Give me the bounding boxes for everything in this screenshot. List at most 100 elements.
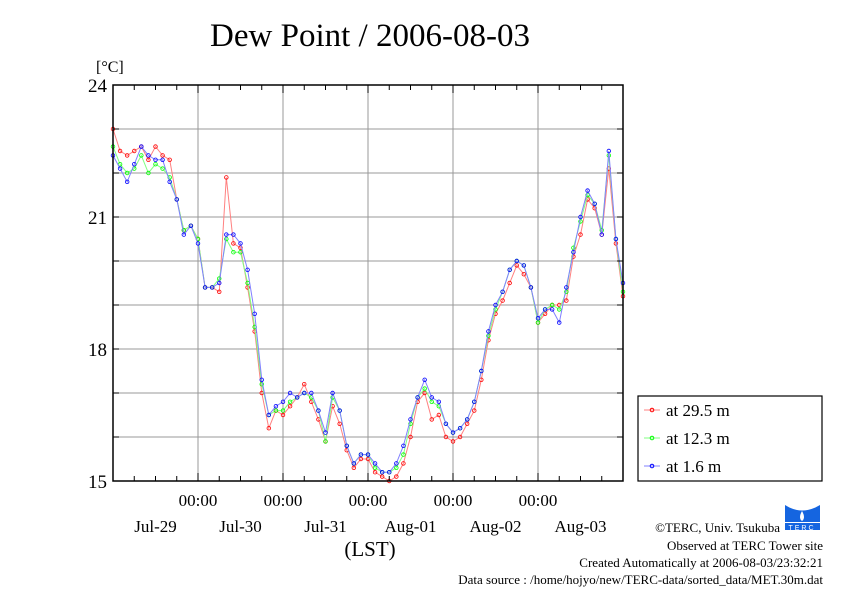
data-point <box>337 421 342 426</box>
data-point <box>139 144 144 149</box>
data-point <box>557 307 562 312</box>
x-date-label: Jul-29 <box>134 517 177 536</box>
data-point <box>507 267 512 272</box>
x-tick-label: 00:00 <box>519 491 558 510</box>
data-point <box>564 289 569 294</box>
data-point <box>436 399 442 404</box>
x-tick-label: 00:00 <box>179 491 218 510</box>
data-point <box>372 461 378 466</box>
data-point <box>160 153 165 158</box>
data-point <box>422 386 427 391</box>
legend-marker <box>649 435 655 441</box>
data-point <box>344 443 349 448</box>
data-point <box>521 272 527 277</box>
x-date-label: Aug-03 <box>555 517 607 536</box>
x-date-label: Jul-30 <box>219 517 262 536</box>
data-point <box>351 461 357 466</box>
data-point <box>422 390 427 396</box>
data-point <box>549 302 555 308</box>
y-tick-label: 21 <box>88 208 107 229</box>
data-point <box>535 320 541 325</box>
created-text: Created Automatically at 2006-08-03/23:3… <box>579 555 823 570</box>
data-point <box>252 311 257 316</box>
data-point <box>464 417 470 422</box>
data-point <box>238 241 243 246</box>
data-point <box>387 470 392 475</box>
data-point <box>316 408 321 413</box>
data-point <box>266 426 272 431</box>
data-point <box>238 245 243 250</box>
data-point <box>174 197 179 202</box>
terc-logo: TERC <box>785 505 820 532</box>
data-point <box>302 390 307 396</box>
data-point <box>578 214 583 220</box>
data-point <box>443 434 449 440</box>
data-point <box>287 399 293 404</box>
data-point <box>415 395 420 400</box>
data-point <box>153 157 158 162</box>
data-point <box>429 395 434 400</box>
data-point <box>302 382 307 387</box>
data-point <box>493 311 498 316</box>
data-point <box>394 465 399 470</box>
data-point <box>287 404 293 409</box>
data-source-text: Data source : /home/hojyo/new/TERC-data/… <box>458 572 823 587</box>
data-point <box>457 426 463 431</box>
data-point <box>323 439 328 444</box>
x-date-label: Aug-02 <box>470 517 522 536</box>
data-point <box>224 232 229 237</box>
data-point <box>358 452 364 457</box>
y-tick-label: 15 <box>88 472 107 493</box>
data-point <box>493 302 498 308</box>
data-point <box>323 430 328 435</box>
data-point <box>124 179 130 184</box>
data-point <box>542 307 548 312</box>
data-point <box>379 470 385 475</box>
data-point <box>231 241 236 246</box>
data-point <box>202 285 208 290</box>
data-point <box>146 170 151 176</box>
data-point <box>401 443 406 448</box>
legend-marker <box>649 407 655 413</box>
data-point <box>394 474 399 479</box>
data-point <box>117 148 123 154</box>
data-point <box>132 148 137 154</box>
data-point <box>188 223 194 228</box>
data-point <box>528 285 534 290</box>
data-point <box>379 474 385 479</box>
data-point <box>217 280 222 286</box>
data-point <box>330 390 335 396</box>
data-point <box>571 249 576 255</box>
data-point <box>167 157 172 162</box>
grid <box>113 85 623 481</box>
legend: at 29.5 m at 12.3 m at 1.6 m <box>637 395 823 482</box>
data-point <box>132 161 137 167</box>
y-tick-label: 18 <box>88 340 107 361</box>
y-axis-label: [°C] <box>96 59 124 76</box>
data-point <box>578 232 583 237</box>
data-point <box>486 329 491 334</box>
data-point <box>394 461 399 466</box>
data-point <box>557 320 562 325</box>
data-point <box>309 390 314 396</box>
data-point <box>493 307 498 312</box>
data-point <box>464 421 470 426</box>
legend-label: at 1.6 m <box>666 457 721 476</box>
data-point <box>606 148 612 154</box>
svg-text:TERC: TERC <box>788 525 815 532</box>
series-line <box>112 145 624 473</box>
data-point <box>436 412 442 418</box>
data-point <box>514 263 519 268</box>
data-point <box>514 258 519 264</box>
data-point <box>592 205 597 211</box>
data-point <box>408 417 413 422</box>
data-point <box>401 461 406 466</box>
data-point <box>592 201 597 206</box>
observed-text: Observed at TERC Tower site <box>667 538 823 553</box>
data-point <box>585 197 590 202</box>
data-point <box>351 465 357 470</box>
data-point <box>153 144 158 149</box>
data-point <box>273 408 279 413</box>
data-point <box>585 192 590 198</box>
